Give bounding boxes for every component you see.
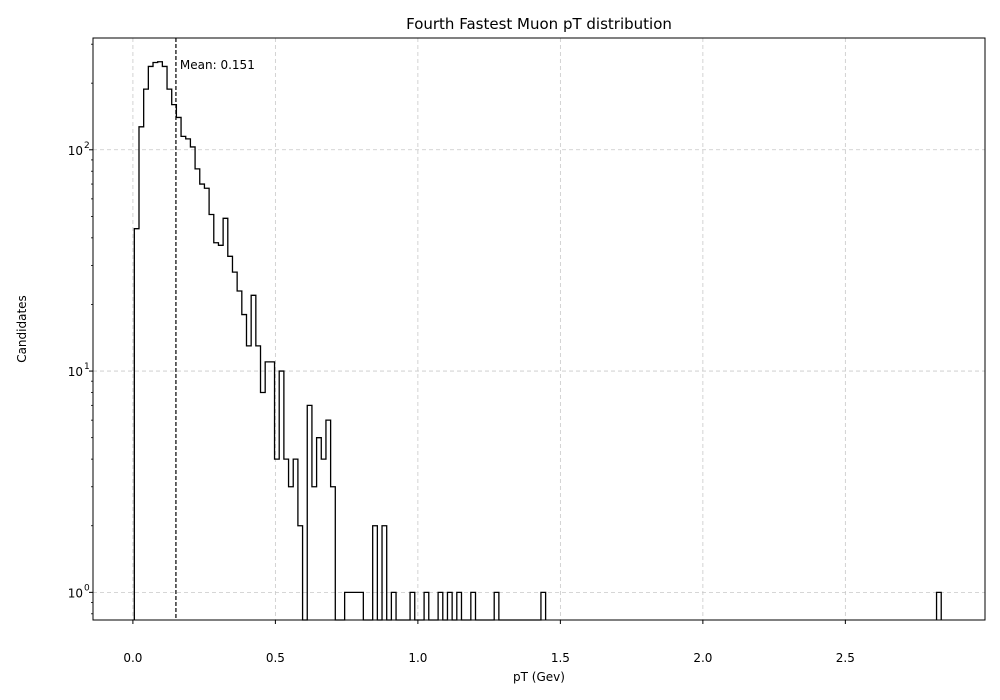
- mean-label: Mean: 0.151: [180, 58, 255, 72]
- y-tick-label: 10: [68, 365, 83, 379]
- y-tick-exponent: 0: [84, 583, 90, 593]
- y-tick-exponent: 1: [84, 362, 90, 372]
- x-tick-label: 0.5: [266, 651, 285, 665]
- histogram-bars: [133, 61, 942, 621]
- x-axis-label: pT (Gev): [513, 670, 565, 684]
- y-tick-exponent: 2: [84, 141, 90, 151]
- chart-title: Fourth Fastest Muon pT distribution: [406, 15, 672, 33]
- y-axis-label: Candidates: [15, 295, 29, 363]
- histogram-step: [133, 61, 547, 621]
- x-tick-label: 1.5: [551, 651, 570, 665]
- x-tick-label: 2.0: [693, 651, 712, 665]
- y-tick-label: 10: [68, 586, 83, 600]
- annotations: Mean: 0.151: [175, 38, 255, 620]
- x-tick-label: 0.0: [123, 651, 142, 665]
- grid-lines: [93, 38, 985, 620]
- x-tick-label: 1.0: [408, 651, 427, 665]
- x-tick-label: 2.5: [836, 651, 855, 665]
- y-tick-label: 10: [68, 144, 83, 158]
- histogram-outlier-bin: [935, 591, 942, 620]
- plot-frame: [92, 37, 986, 621]
